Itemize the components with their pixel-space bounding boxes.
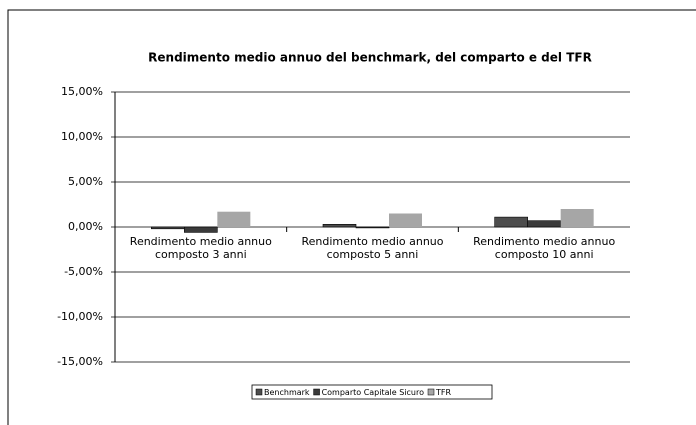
legend-swatch bbox=[313, 388, 320, 396]
bar bbox=[494, 216, 528, 228]
legend-label: Benchmark bbox=[264, 388, 310, 397]
bar bbox=[355, 226, 390, 229]
legend-swatch bbox=[255, 388, 263, 396]
bar bbox=[322, 224, 357, 228]
x-tick-label: Rendimento medio annuo composto 3 anni bbox=[129, 235, 272, 261]
legend-swatch bbox=[427, 388, 435, 396]
bar bbox=[151, 226, 185, 230]
y-tick-label: -5,00% bbox=[64, 265, 103, 278]
x-tick-label: Rendimento medio annuo composto 10 anni bbox=[473, 235, 616, 261]
legend-label: Comparto Capitale Sicuro bbox=[322, 388, 425, 397]
x-tick-label-box: Rendimento medio annuo composto 5 anni bbox=[301, 235, 444, 261]
y-tick-label: 0,00% bbox=[68, 220, 103, 233]
x-tick-label-box: Rendimento medio annuo composto 10 anni bbox=[473, 235, 616, 261]
bar bbox=[389, 213, 422, 227]
legend-box bbox=[251, 384, 493, 400]
x-tick-label: Rendimento medio annuo composto 5 anni bbox=[301, 235, 444, 261]
bar bbox=[217, 211, 251, 227]
y-tick-label: -10,00% bbox=[57, 310, 103, 323]
x-tick-label-box: Rendimento medio annuo composto 3 anni bbox=[129, 235, 272, 261]
legend-label: TFR bbox=[435, 388, 451, 397]
y-tick-label: 15,00% bbox=[61, 85, 103, 98]
y-tick-label: 5,00% bbox=[68, 175, 103, 188]
frame bbox=[7, 9, 696, 425]
y-tick-label: -15,00% bbox=[57, 355, 103, 368]
chart-title: Rendimento medio annuo del benchmark, de… bbox=[148, 51, 592, 65]
y-tick-label: 10,00% bbox=[61, 130, 103, 143]
bar bbox=[527, 220, 561, 228]
bar bbox=[560, 209, 594, 227]
bar bbox=[184, 226, 218, 233]
